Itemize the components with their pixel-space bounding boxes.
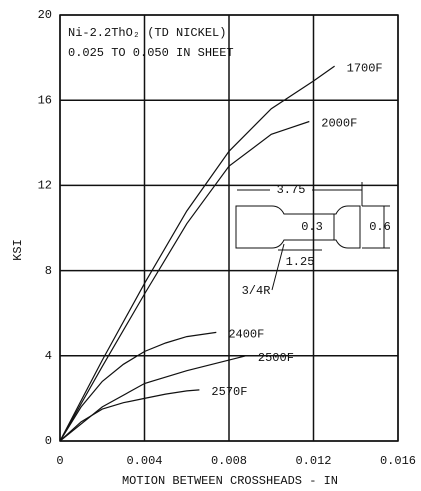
y-tick-label: 16 xyxy=(38,93,52,107)
annotation: 3/4R xyxy=(242,284,271,298)
annotation: 1.25 xyxy=(286,255,315,269)
x-tick-label: 0.016 xyxy=(380,454,416,468)
x-tick-label: 0.004 xyxy=(126,454,162,468)
specimen-diagram: 3.75 0.3 0.6 1.25 3/4R xyxy=(235,182,391,298)
x-tick-label: 0 xyxy=(56,454,63,468)
curve-label: 2570F xyxy=(211,385,247,399)
y-tick-label: 8 xyxy=(45,264,52,278)
specimen-outline xyxy=(235,205,361,249)
curve xyxy=(59,355,247,442)
curve-label: 1700F xyxy=(347,61,383,75)
curve xyxy=(59,120,310,442)
y-axis-label: KSI xyxy=(11,239,25,261)
x-axis-label: MOTION BETWEEN CROSSHEADS - IN xyxy=(122,474,338,488)
chart-title: Ni-2.2ThO₂ (TD NICKEL) xyxy=(68,26,226,40)
leader-line xyxy=(271,243,285,291)
x-tick-label: 0.008 xyxy=(211,454,247,468)
curve-label: 2500F xyxy=(258,351,294,365)
y-tick-label: 4 xyxy=(45,349,52,363)
curve-label: 2400F xyxy=(228,328,264,342)
curve xyxy=(59,389,200,442)
annotation: 0.3 xyxy=(301,220,323,234)
curve-label: 2000F xyxy=(321,117,357,131)
chart-subtitle: 0.025 TO 0.050 IN SHEET xyxy=(68,46,234,60)
curve xyxy=(59,331,217,442)
curve xyxy=(59,65,335,442)
annotation: 0.6 xyxy=(369,220,391,234)
x-tick-label: 0.012 xyxy=(295,454,331,468)
y-tick-label: 20 xyxy=(38,8,52,22)
y-tick-label: 12 xyxy=(38,179,52,193)
annotation: 3.75 xyxy=(277,183,306,197)
y-tick-label: 0 xyxy=(45,434,52,448)
